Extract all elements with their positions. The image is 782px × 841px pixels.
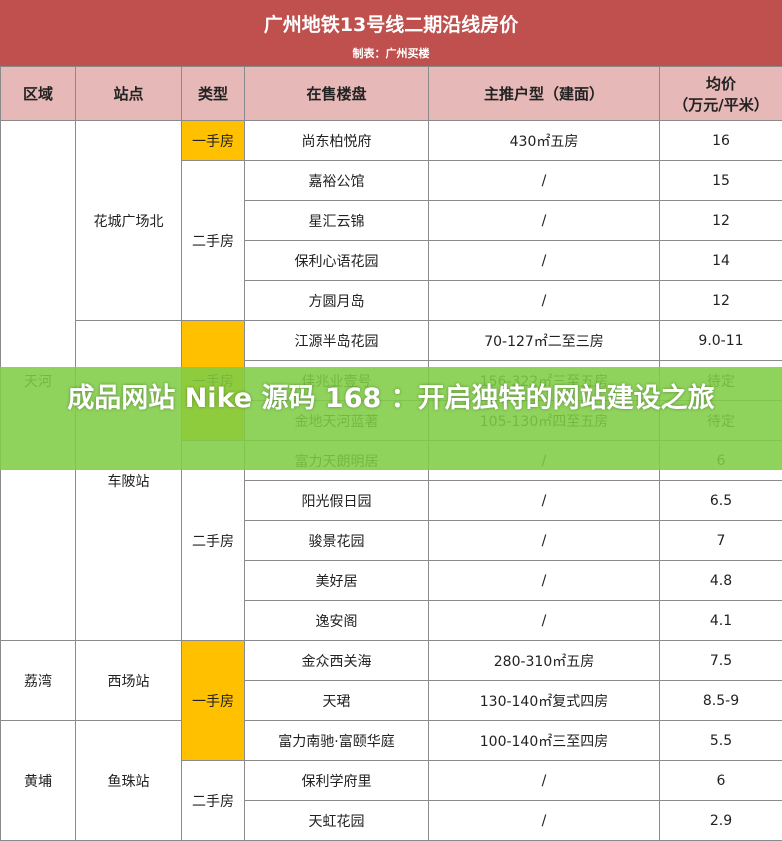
price-cell: 16 <box>660 121 782 161</box>
layout-cell: / <box>429 521 660 561</box>
price-cell: 6 <box>660 761 782 801</box>
estate-cell: 美好居 <box>245 561 429 601</box>
estate-cell: 保利学府里 <box>245 761 429 801</box>
price-cell: 7 <box>660 521 782 561</box>
type-cell: 二手房 <box>182 761 245 841</box>
price-cell: 8.5-9 <box>660 681 782 721</box>
header-cell: 类型 <box>182 67 245 121</box>
header-cell: 区域 <box>1 67 76 121</box>
title-bar: 广州地铁13号线二期沿线房价 制表：广州买楼 <box>0 0 782 66</box>
type-cell: 二手房 <box>182 161 245 321</box>
header-cell: 主推户型（建面） <box>429 67 660 121</box>
estate-cell: 天虹花园 <box>245 801 429 841</box>
price-cell: 5.5 <box>660 721 782 761</box>
estate-cell: 金众西关海 <box>245 641 429 681</box>
layout-cell: / <box>429 161 660 201</box>
table-row: 天河花城广场北一手房尚东柏悦府430㎡五房16 <box>1 121 782 161</box>
price-cell: 4.1 <box>660 601 782 641</box>
header-row: 区域站点类型在售楼盘主推户型（建面）均价（万元/平米） <box>1 67 782 121</box>
subtitle: 制表：广州买楼 <box>0 45 782 61</box>
header-cell: 站点 <box>76 67 182 121</box>
type-cell: 一手房 <box>182 121 245 161</box>
estate-cell: 阳光假日园 <box>245 481 429 521</box>
price-cell: 9.0-11 <box>660 321 782 361</box>
layout-cell: / <box>429 601 660 641</box>
layout-cell: / <box>429 761 660 801</box>
station-cell: 鱼珠站 <box>76 721 182 841</box>
layout-cell: 130-140㎡复式四房 <box>429 681 660 721</box>
region-cell: 荔湾 <box>1 641 76 721</box>
estate-cell: 方圆月岛 <box>245 281 429 321</box>
estate-cell: 星汇云锦 <box>245 201 429 241</box>
estate-cell: 保利心语花园 <box>245 241 429 281</box>
title: 广州地铁13号线二期沿线房价 <box>0 0 782 37</box>
station-cell: 花城广场北 <box>76 121 182 321</box>
price-cell: 6.5 <box>660 481 782 521</box>
price-cell: 2.9 <box>660 801 782 841</box>
header-line: （万元/平米） <box>660 94 782 115</box>
price-cell: 15 <box>660 161 782 201</box>
station-cell: 西场站 <box>76 641 182 721</box>
layout-cell: 430㎡五房 <box>429 121 660 161</box>
type-cell: 一手房 <box>182 641 245 761</box>
header-cell: 在售楼盘 <box>245 67 429 121</box>
price-cell: 7.5 <box>660 641 782 681</box>
estate-cell: 逸安阁 <box>245 601 429 641</box>
header-cell: 均价（万元/平米） <box>660 67 782 121</box>
price-cell: 12 <box>660 281 782 321</box>
estate-cell: 江源半岛花园 <box>245 321 429 361</box>
estate-cell: 嘉裕公馆 <box>245 161 429 201</box>
price-cell: 12 <box>660 201 782 241</box>
layout-cell: / <box>429 481 660 521</box>
layout-cell: / <box>429 281 660 321</box>
overlay-banner: 成品网站 Nike 源码 168 ：开启独特的网站建设之旅 <box>0 367 782 470</box>
price-cell: 14 <box>660 241 782 281</box>
estate-cell: 富力南驰·富颐华庭 <box>245 721 429 761</box>
region-cell: 黄埔 <box>1 721 76 841</box>
layout-cell: / <box>429 201 660 241</box>
type-cell: 二手房 <box>182 441 245 641</box>
layout-cell: / <box>429 241 660 281</box>
estate-cell: 骏景花园 <box>245 521 429 561</box>
estate-cell: 尚东柏悦府 <box>245 121 429 161</box>
layout-cell: 70-127㎡二至三房 <box>429 321 660 361</box>
layout-cell: / <box>429 801 660 841</box>
layout-cell: 280-310㎡五房 <box>429 641 660 681</box>
layout-cell: 100-140㎡三至四房 <box>429 721 660 761</box>
estate-cell: 天珺 <box>245 681 429 721</box>
price-cell: 4.8 <box>660 561 782 601</box>
header-line: 均价 <box>660 73 782 94</box>
layout-cell: / <box>429 561 660 601</box>
